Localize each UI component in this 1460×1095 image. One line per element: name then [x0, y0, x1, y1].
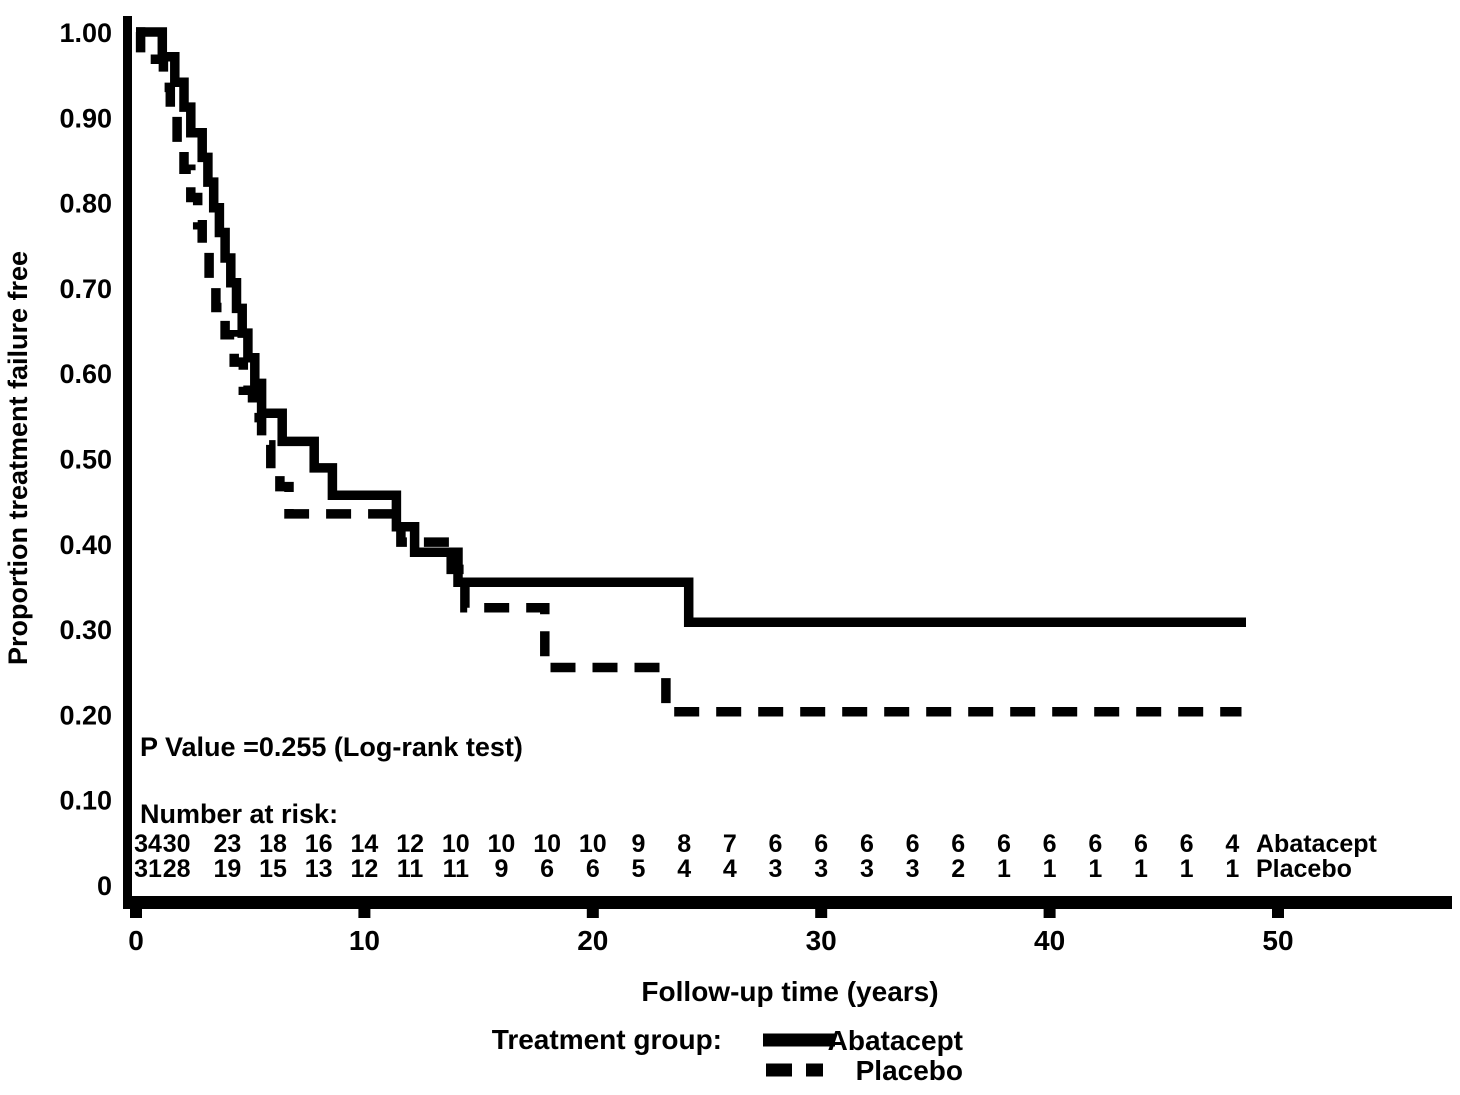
x-tick-label: 10 — [349, 925, 380, 956]
risk-count-abatacept-t34: 6 — [906, 830, 920, 858]
risk-count-abatacept-t44: 6 — [1134, 830, 1148, 858]
y-tick-label: 0.70 — [59, 274, 112, 304]
y-tick-label: 0.10 — [59, 786, 112, 816]
risk-count-placebo-t22: 5 — [632, 855, 646, 883]
legend-label-abatacept: Abatacept — [828, 1025, 963, 1056]
p-value-annotation: P Value =0.255 (Log-rank test) — [140, 732, 523, 762]
risk-count-abatacept-t2: 30 — [163, 830, 191, 858]
risk-count-placebo-t0: 31 — [134, 855, 162, 883]
x-tick-label: 0 — [128, 925, 144, 956]
x-axis-title: Follow-up time (years) — [641, 976, 938, 1007]
km-curve-abatacept — [136, 27, 1246, 628]
y-tick-label: 0.50 — [59, 445, 112, 475]
risk-count-placebo-t8: 13 — [305, 855, 333, 883]
risk-count-placebo-t12: 11 — [397, 855, 424, 883]
risk-count-placebo-t48: 1 — [1225, 855, 1239, 883]
x-tick-mark — [130, 909, 142, 918]
number-at-risk-heading: Number at risk: — [140, 799, 338, 829]
x-tick-mark — [1272, 909, 1284, 918]
risk-count-abatacept-t6: 18 — [259, 830, 287, 858]
risk-count-abatacept-t36: 6 — [951, 830, 965, 858]
risk-count-placebo-t28: 3 — [769, 855, 783, 883]
y-tick-label: 0.90 — [59, 103, 112, 133]
x-tick-mark — [1043, 909, 1056, 918]
risk-count-placebo-t36: 2 — [951, 855, 965, 883]
risk-count-placebo-t40: 1 — [1043, 855, 1057, 883]
y-axis-line — [123, 16, 132, 908]
risk-count-placebo-t16: 9 — [494, 855, 508, 883]
risk-count-placebo-t4: 19 — [213, 855, 241, 883]
risk-count-abatacept-t30: 6 — [814, 830, 828, 858]
x-axis-line — [123, 896, 1452, 909]
y-tick-label: 0.20 — [59, 700, 112, 730]
risk-count-placebo-t46: 1 — [1180, 855, 1194, 883]
risk-count-abatacept-t20: 10 — [579, 830, 607, 858]
risk-count-abatacept-t12: 12 — [396, 830, 424, 858]
y-tick-label: 0 — [97, 871, 112, 901]
risk-count-abatacept-t4: 23 — [213, 830, 241, 858]
risk-count-abatacept-t14: 10 — [442, 830, 470, 858]
risk-count-placebo-t34: 3 — [906, 855, 920, 883]
risk-count-abatacept-t28: 6 — [769, 830, 783, 858]
risk-count-placebo-t32: 3 — [860, 855, 874, 883]
legend-label-placebo: Placebo — [856, 1055, 963, 1086]
risk-count-abatacept-t46: 6 — [1180, 830, 1194, 858]
risk-count-abatacept-t42: 6 — [1088, 830, 1102, 858]
risk-count-placebo-t24: 4 — [677, 855, 691, 883]
risk-count-placebo-t6: 15 — [259, 855, 287, 883]
x-tick-label: 50 — [1262, 925, 1293, 956]
y-tick-label: 1.00 — [59, 18, 112, 48]
risk-row-label-abatacept: Abatacept — [1256, 830, 1378, 858]
risk-count-placebo-t18: 6 — [540, 855, 554, 883]
risk-count-abatacept-t18: 10 — [533, 830, 561, 858]
risk-count-placebo-t30: 3 — [814, 855, 828, 883]
risk-count-abatacept-t38: 6 — [997, 830, 1011, 858]
x-tick-label: 20 — [577, 925, 608, 956]
y-tick-label: 0.40 — [59, 530, 112, 560]
risk-count-abatacept-t24: 8 — [677, 830, 691, 858]
risk-count-placebo-t2: 28 — [163, 855, 191, 883]
generated-plot-elements: 1.00 0.90 0.80 0.70 0.60 0.50 0.40 0.30 0.20 0.10… — [59, 18, 1293, 956]
risk-count-abatacept-t32: 6 — [860, 830, 874, 858]
risk-count-placebo-t14: 11 — [443, 855, 470, 883]
x-tick-mark — [586, 909, 599, 918]
y-axis-title: Proportion treatment failure free — [3, 251, 33, 665]
risk-count-abatacept-t26: 7 — [723, 830, 737, 858]
legend-title: Treatment group: — [492, 1024, 722, 1055]
risk-count-placebo-t20: 6 — [586, 855, 600, 883]
risk-count-abatacept-t22: 9 — [632, 830, 646, 858]
risk-count-abatacept-t8: 16 — [305, 830, 333, 858]
risk-count-abatacept-t10: 14 — [350, 830, 378, 858]
risk-count-placebo-t38: 1 — [997, 855, 1011, 883]
risk-count-placebo-t26: 4 — [723, 855, 737, 883]
risk-count-placebo-t10: 12 — [350, 855, 378, 883]
x-tick-label: 30 — [806, 925, 837, 956]
risk-count-abatacept-t16: 10 — [487, 830, 515, 858]
risk-count-abatacept-t0: 34 — [134, 830, 162, 858]
risk-count-abatacept-t40: 6 — [1043, 830, 1057, 858]
x-tick-mark — [815, 909, 828, 918]
x-tick-mark — [358, 909, 371, 918]
risk-row-label-placebo: Placebo — [1256, 855, 1352, 883]
y-tick-label: 0.30 — [59, 615, 112, 645]
x-tick-label: 40 — [1034, 925, 1065, 956]
risk-count-placebo-t44: 1 — [1134, 855, 1148, 883]
risk-count-abatacept-t48: 4 — [1225, 830, 1239, 858]
km-curve-placebo — [135, 27, 1242, 717]
y-tick-label: 0.80 — [59, 189, 112, 219]
y-tick-label: 0.60 — [59, 359, 112, 389]
risk-count-placebo-t42: 1 — [1088, 855, 1102, 883]
